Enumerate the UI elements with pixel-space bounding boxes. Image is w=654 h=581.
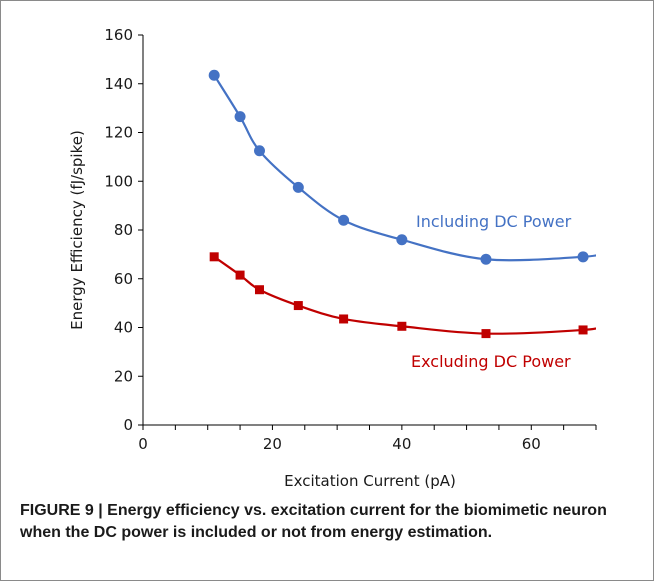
including-dc-data-point xyxy=(480,253,492,265)
series-layer xyxy=(208,69,614,339)
including-dc-data-point xyxy=(396,234,408,246)
including-dc-series-label: Including DC Power xyxy=(416,212,572,231)
excluding-dc-series-label: Excluding DC Power xyxy=(411,352,571,371)
excluding-dc-data-point xyxy=(578,325,588,335)
including-dc-data-point xyxy=(208,69,220,81)
including-dc-data-point xyxy=(253,145,265,157)
excluding-dc-series-line xyxy=(213,255,596,335)
x-tick-label: 0 xyxy=(138,435,148,453)
y-tick-label: 20 xyxy=(114,367,133,385)
x-tick-label: 60 xyxy=(522,435,541,453)
energy-efficiency-chart: 0 20 40 60 80 100 120 140 160 0 20 40 60 Including … xyxy=(68,26,614,490)
excluding-dc-data-point xyxy=(254,285,264,295)
excluding-dc-data-point xyxy=(235,270,245,280)
y-tick-label: 120 xyxy=(104,124,133,142)
x-ticks: 0 20 40 60 xyxy=(138,425,597,453)
y-tick-label: 40 xyxy=(114,319,133,337)
series-labels: Including DC Power Excluding DC Power xyxy=(411,212,572,371)
y-tick-label: 0 xyxy=(123,416,133,434)
y-tick-label: 80 xyxy=(114,221,133,239)
excluding-dc-data-point xyxy=(293,301,303,311)
excluding-dc-data-point xyxy=(397,321,407,331)
including-dc-data-point xyxy=(292,181,304,193)
figure-caption: FIGURE 9 | Energy efficiency vs. excitat… xyxy=(20,502,607,541)
y-tick-label: 160 xyxy=(104,26,133,44)
excluding-dc-data-point xyxy=(604,321,613,330)
including-dc-data-point xyxy=(338,214,350,226)
including-dc-data-point xyxy=(577,251,589,263)
x-tick-label: 40 xyxy=(392,435,411,453)
including-dc-data-point xyxy=(603,246,614,257)
including-dc-data-point xyxy=(234,111,246,123)
y-axis-label: Energy Efficiency (fJ/spike) xyxy=(68,130,86,330)
y-tick-label: 60 xyxy=(114,270,133,288)
x-axis-label: Excitation Current (pA) xyxy=(284,472,456,490)
y-tick-label: 100 xyxy=(104,172,133,190)
excluding-dc-data-point xyxy=(481,329,491,339)
excluding-dc-data-point xyxy=(209,252,219,262)
x-tick-label: 20 xyxy=(263,435,282,453)
y-tick-label: 140 xyxy=(104,75,133,93)
excluding-dc-data-point xyxy=(339,314,349,324)
y-ticks: 0 20 40 60 80 100 120 140 160 xyxy=(104,26,143,434)
including-dc-series-line xyxy=(213,74,596,262)
